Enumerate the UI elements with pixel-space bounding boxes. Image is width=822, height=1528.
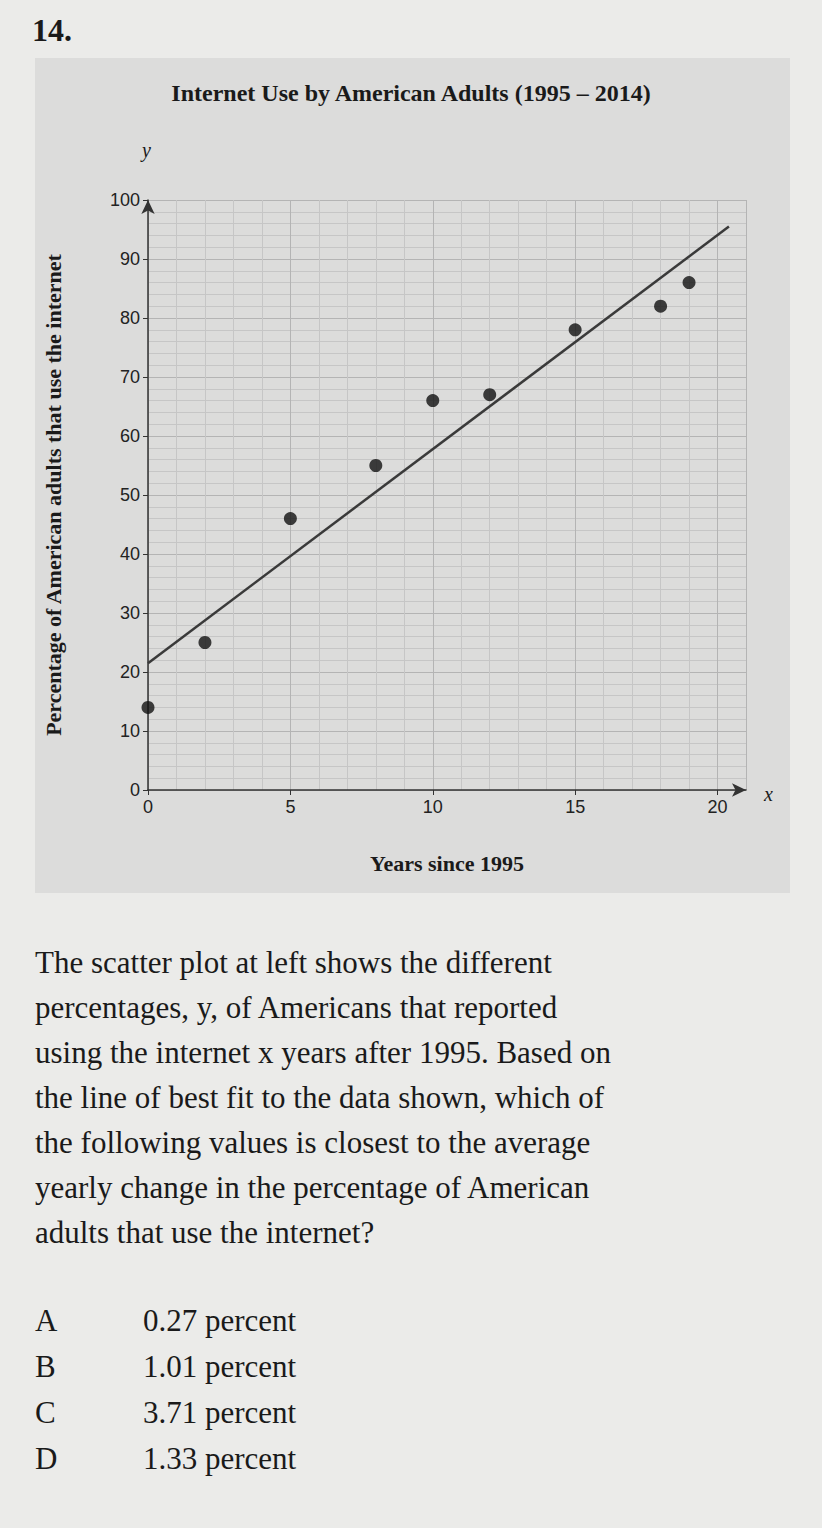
svg-text:y: y [140, 139, 151, 162]
svg-text:70: 70 [120, 367, 140, 387]
html-text:percentages, y, of Americans t: percentages, y, of Americans that report… [35, 990, 558, 1025]
svg-text:10: 10 [120, 721, 140, 741]
html-text:C: C [35, 1395, 56, 1430]
html-text:3.71 percent: 3.71 percent [143, 1395, 297, 1430]
svg-text:50: 50 [120, 485, 140, 505]
html-text:14.: 14. [32, 12, 72, 48]
svg-text:20: 20 [120, 662, 140, 682]
svg-text:30: 30 [120, 603, 140, 623]
html-text:A: A [35, 1303, 58, 1338]
svg-text:15: 15 [565, 797, 585, 817]
svg-text:0: 0 [130, 780, 140, 800]
svg-text:60: 60 [120, 426, 140, 446]
html-text:the line of best fit to the da: the line of best fit to the data shown, … [35, 1080, 605, 1115]
html-text:D: D [35, 1441, 58, 1476]
svg-text:x: x [763, 783, 773, 805]
svg-text:Internet Use by American Adult: Internet Use by American Adults (1995 – … [171, 80, 650, 106]
svg-text:5: 5 [285, 797, 295, 817]
svg-text:40: 40 [120, 544, 140, 564]
svg-text:Percentage of American adults: Percentage of American adults that use t… [41, 253, 66, 735]
html-text:yearly change in the percentag: yearly change in the percentage of Ameri… [35, 1170, 590, 1205]
html-text:1.01 percent: 1.01 percent [143, 1349, 297, 1384]
html-text:using the internet x years aft: using the internet x years after 1995. B… [35, 1035, 611, 1070]
svg-text:0: 0 [143, 797, 153, 817]
html-text:1.33 percent: 1.33 percent [143, 1441, 297, 1476]
svg-text:90: 90 [120, 249, 140, 269]
svg-text:10: 10 [423, 797, 443, 817]
html-text:The scatter plot at left shows: The scatter plot at left shows the diffe… [35, 945, 552, 980]
html-text:B: B [35, 1349, 56, 1384]
html-text:0.27 percent: 0.27 percent [143, 1303, 297, 1338]
svg-text:Years since 1995: Years since 1995 [370, 851, 524, 876]
html-text:adults that use the internet?: adults that use the internet? [35, 1215, 375, 1250]
html-text:the following values is closes: the following values is closest to the a… [35, 1125, 591, 1160]
svg-text:100: 100 [110, 190, 140, 210]
svg-text:20: 20 [708, 797, 728, 817]
svg-text:80: 80 [120, 308, 140, 328]
